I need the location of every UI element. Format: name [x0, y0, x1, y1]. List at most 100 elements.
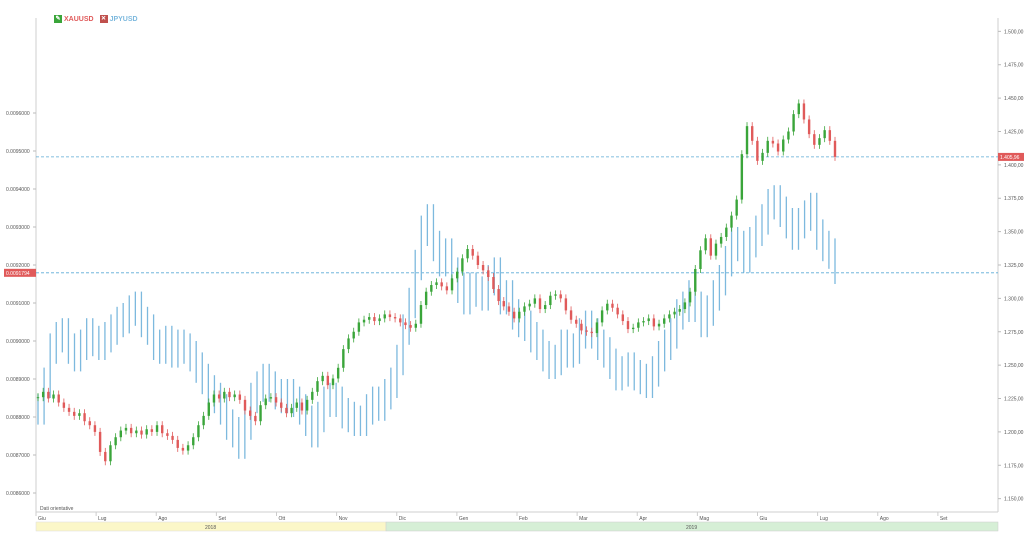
x-tick-label: Ago [158, 516, 167, 522]
right-tick-label: 1.450,00 [1004, 96, 1024, 102]
xauusd-price-tag-label: 1.405,96 [1000, 155, 1020, 161]
xauusd-candle-body [73, 411, 76, 416]
right-tick-label: 1.475,00 [1004, 63, 1024, 69]
xauusd-candle-body [399, 318, 402, 323]
xauusd-candle-body [368, 317, 371, 320]
xauusd-candle-body [554, 294, 557, 296]
right-tick-label: 1.350,00 [1004, 230, 1024, 236]
legend-item-jpyusd[interactable]: ✕ JPYUSD [99, 15, 138, 23]
xauusd-candle-body [295, 402, 298, 408]
right-tick-label: 1.325,00 [1004, 263, 1024, 269]
xauusd-candle-body [316, 381, 319, 392]
right-tick-label: 1.400,00 [1004, 163, 1024, 169]
xauusd-candle-body [528, 303, 531, 307]
xauusd-candle-body [461, 258, 464, 272]
xauusd-candle-body [450, 278, 454, 291]
xauusd-candle-body [792, 114, 795, 132]
xauusd-candle-body [750, 126, 754, 141]
xauusd-candle-body [342, 349, 345, 368]
xauusd-candle-body [621, 314, 625, 322]
xauusd-candle-body [321, 375, 324, 382]
xauusd-candle-body [166, 433, 169, 436]
xauusd-candle-body [378, 318, 381, 322]
xauusd-candle-body [828, 130, 832, 141]
xauusd-candle-body [549, 295, 552, 306]
xauusd-candle-body [254, 415, 257, 422]
xauusd-candle-body [352, 331, 355, 339]
xauusd-candle-body [223, 391, 226, 399]
xauusd-candle-body [606, 303, 609, 311]
xauusd-candle-body [192, 437, 195, 446]
xauusd-candle-body [585, 330, 588, 332]
legend-label-xauusd: XAUUSD [64, 15, 94, 23]
xauusd-candle-body [668, 314, 671, 319]
xauusd-candle-body [440, 282, 443, 287]
xauusd-candle-body [466, 248, 469, 259]
x-tick-label: Feb [519, 516, 528, 522]
xauusd-candle-body [326, 375, 330, 386]
x-tick-label: Lug [98, 516, 107, 522]
xauusd-candle-body [611, 303, 614, 308]
xauusd-candle-body [745, 126, 749, 155]
xauusd-candle-body [145, 429, 148, 435]
xauusd-candle-body [176, 439, 179, 448]
xauusd-candle-body [305, 399, 309, 411]
xauusd-candle-body [280, 402, 283, 408]
xauusd-swatch-icon: ✎ [54, 15, 62, 23]
xauusd-candle-body [543, 305, 547, 310]
legend-item-xauusd[interactable]: ✎ XAUUSD [54, 15, 94, 23]
xauusd-candle-body [647, 318, 650, 322]
xauusd-candle-body [590, 331, 593, 334]
left-tick-label: 0.0093000 [6, 225, 30, 231]
x-tick-label: Mag [699, 516, 709, 522]
left-tick-label: 0.0094000 [6, 187, 30, 193]
xauusd-candle-body [119, 430, 123, 438]
xauusd-candle-body [300, 402, 304, 411]
xauusd-candle-body [52, 394, 55, 399]
right-tick-label: 1.150,00 [1004, 497, 1024, 503]
xauusd-candle-body [248, 410, 252, 416]
xauusd-candle-body [709, 238, 712, 256]
xauusd-candle-body [631, 327, 635, 330]
xauusd-candle-body [171, 435, 174, 440]
left-tick-label: 0.0087000 [6, 453, 30, 459]
xauusd-candle-body [186, 445, 190, 451]
xauusd-candle-body [600, 310, 604, 323]
xauusd-candle-body [414, 323, 417, 328]
xauusd-candle-body [290, 407, 293, 414]
xauusd-candle-body [47, 391, 50, 399]
xauusd-candle-body [161, 425, 164, 434]
xauusd-candle-body [580, 323, 583, 331]
left-tick-label: 0.0091000 [6, 301, 30, 307]
xauusd-candle-body [782, 139, 785, 152]
xauusd-candle-body [404, 322, 407, 326]
left-tick-label: 0.0088000 [6, 415, 30, 421]
year-bar-2019[interactable] [385, 521, 999, 532]
xauusd-candle-body [393, 317, 397, 319]
xauusd-candle-body [67, 407, 71, 412]
xauusd-candle-body [533, 298, 537, 304]
xauusd-candle-body [725, 227, 728, 237]
year-label-2019: 2019 [686, 525, 697, 531]
xauusd-candle-body [688, 291, 692, 303]
xauusd-candle-body [492, 277, 495, 290]
xauusd-candle-body [347, 338, 350, 350]
xauusd-candle-body [140, 430, 143, 435]
right-tick-label: 1.500,00 [1004, 29, 1024, 35]
jpyusd-price-tag-label: 0.0091794 [6, 271, 30, 277]
xauusd-candle-body [663, 318, 666, 324]
xauusd-candle-body [109, 445, 112, 462]
xauusd-candle-body [683, 302, 687, 310]
x-tick-label: Giu [38, 516, 46, 522]
xauusd-candle-body [694, 269, 697, 292]
xauusd-candle-body [217, 394, 221, 399]
xauusd-candle-body [616, 307, 619, 315]
right-tick-label: 1.250,00 [1004, 363, 1024, 369]
xauusd-candle-body [311, 391, 314, 400]
xauusd-candle-body [181, 447, 185, 451]
xauusd-candle-body [559, 294, 562, 299]
xauusd-candle-body [243, 399, 247, 411]
xauusd-candle-body [430, 285, 433, 292]
right-tick-label: 1.300,00 [1004, 296, 1024, 302]
xauusd-candle-body [766, 140, 769, 153]
